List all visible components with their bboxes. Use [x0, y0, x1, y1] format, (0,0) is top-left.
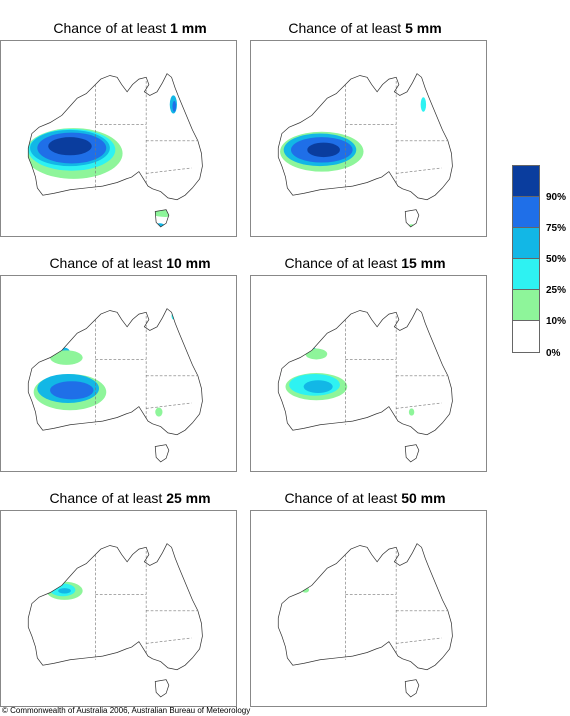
coastline: [27, 73, 203, 201]
legend-label-75: 75%: [546, 223, 567, 234]
coastline: [27, 543, 203, 671]
map-canvas: [277, 543, 453, 698]
border-nsw-vic: [396, 167, 442, 174]
title-prefix: Chance of at least: [284, 255, 398, 271]
probability-shading: [28, 95, 184, 235]
panel-title: Chance of at least 25 mm: [0, 490, 260, 506]
legend-swatch-0: [512, 320, 540, 353]
tasmania-coastline: [154, 209, 170, 228]
shading-area: [408, 408, 415, 416]
title-amount: 1 mm: [170, 20, 207, 36]
tasmania-coastline: [154, 444, 170, 463]
legend-label-50: 50%: [546, 254, 567, 265]
shading-area: [58, 588, 71, 594]
shading-area: [50, 381, 94, 400]
tasmania-fill: [405, 444, 419, 462]
title-amount: 10 mm: [166, 255, 211, 271]
map-canvas: [277, 308, 453, 463]
title-prefix: Chance of at least: [49, 490, 163, 506]
title-prefix: Chance of at least: [284, 490, 398, 506]
legend-swatch-10: [512, 289, 540, 321]
tasmania-coastline: [154, 679, 170, 698]
title-amount: 5 mm: [405, 20, 442, 36]
title-amount: 15 mm: [401, 255, 446, 271]
panel-title: Chance of at least 50 mm: [235, 490, 495, 506]
panel-title: Chance of at least 5 mm: [235, 20, 495, 36]
panel-title: Chance of at least 10 mm: [0, 255, 260, 271]
mainland-fill: [278, 543, 453, 670]
coastline: [277, 308, 453, 436]
legend-label-10: 10%: [546, 316, 567, 327]
tasmania-coastline: [404, 209, 420, 228]
coastline: [277, 73, 453, 201]
coastline: [27, 308, 203, 436]
map-canvas: [27, 543, 203, 698]
australia-map-50mm: [250, 510, 487, 707]
shading-area: [50, 350, 83, 365]
tasmania-fill: [405, 679, 419, 697]
australia-map-1mm: [0, 40, 237, 237]
shading-area: [40, 568, 60, 578]
legend-swatch-75: [512, 196, 540, 228]
tasmania-coastline: [404, 444, 420, 463]
shading-area: [406, 224, 418, 227]
tasmania-fill: [155, 444, 169, 462]
probability-shading: [280, 97, 427, 234]
shading-area: [172, 100, 177, 112]
legend-swatch-90: [512, 165, 540, 197]
shading-area: [48, 137, 92, 156]
probability-legend: 90% 75% 50% 25% 10% 0%: [512, 165, 566, 359]
map-canvas: [27, 308, 203, 463]
legend-swatch-50: [512, 227, 540, 259]
map-canvas: [27, 73, 203, 235]
legend-label-90: 90%: [546, 192, 567, 203]
title-prefix: Chance of at least: [53, 20, 167, 36]
title-prefix: Chance of at least: [49, 255, 163, 271]
mainland-fill: [278, 308, 453, 435]
shading-area: [303, 380, 333, 393]
title-amount: 25 mm: [166, 490, 211, 506]
shading-area: [307, 142, 340, 158]
shading-area: [155, 407, 163, 417]
legend-label-0: 0%: [546, 348, 561, 359]
copyright-notice: © Commonwealth of Australia 2006, Austra…: [2, 706, 251, 715]
border-nsw-vic: [396, 637, 442, 644]
border-nsw-vic: [146, 167, 192, 174]
title-prefix: Chance of at least: [288, 20, 402, 36]
shading-area: [420, 97, 427, 112]
panel-title: Chance of at least 15 mm: [235, 255, 495, 271]
australia-map-5mm: [250, 40, 487, 237]
tasmania-fill: [155, 679, 169, 697]
panel-title: Chance of at least 1 mm: [0, 20, 260, 36]
shading-area: [45, 565, 55, 573]
border-nsw-vic: [146, 402, 192, 409]
legend-label-25: 25%: [546, 285, 567, 296]
australia-map-10mm: [0, 275, 237, 472]
shading-area: [408, 229, 413, 234]
tasmania-fill: [405, 209, 419, 227]
mainland-fill: [28, 308, 203, 435]
shading-area: [154, 228, 163, 235]
map-canvas: [277, 73, 453, 234]
australia-map-15mm: [250, 275, 487, 472]
border-nsw-vic: [146, 637, 192, 644]
australia-map-25mm: [0, 510, 237, 707]
shading-area: [48, 194, 60, 200]
legend-swatch-25: [512, 258, 540, 290]
border-nsw-vic: [396, 402, 442, 409]
coastline: [277, 543, 453, 671]
title-amount: 50 mm: [401, 490, 446, 506]
tasmania-coastline: [404, 679, 420, 698]
probability-shading: [33, 312, 176, 417]
shading-area: [152, 223, 168, 227]
mainland-fill: [28, 543, 203, 670]
probability-shading: [285, 347, 415, 416]
shading-area: [305, 348, 328, 360]
